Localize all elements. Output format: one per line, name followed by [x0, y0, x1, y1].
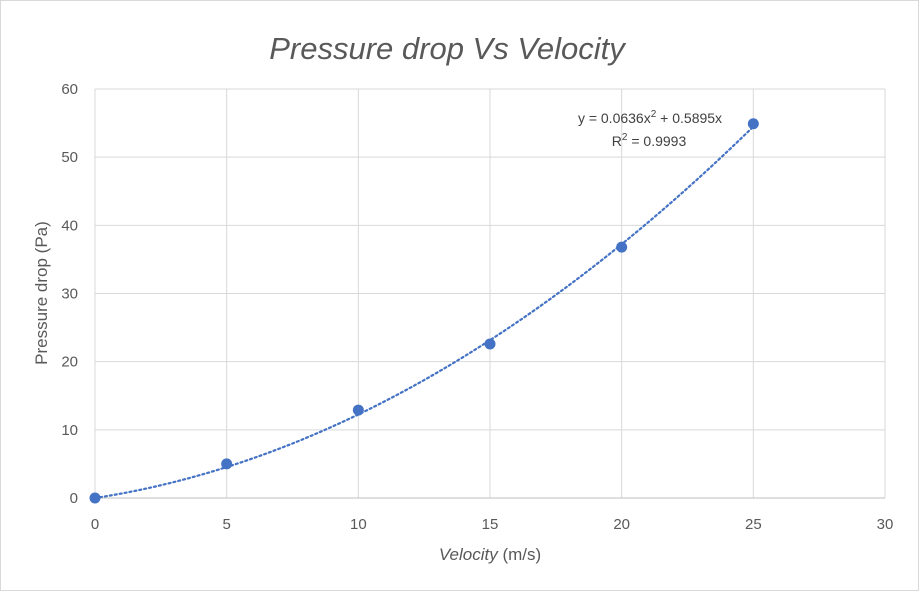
chart-title: Pressure drop Vs Velocity — [269, 31, 627, 66]
x-axis-label-name: Velocity — [439, 545, 499, 564]
gridlines — [94, 88, 886, 498]
y-tick-label: 20 — [61, 354, 78, 371]
y-tick-label: 60 — [61, 81, 78, 98]
trendline-curve — [93, 125, 755, 500]
tick-labels: 0 10 20 30 40 50 60 0 5 10 15 20 25 30 — [61, 81, 893, 533]
data-point — [352, 404, 364, 416]
x-tick-label: 30 — [877, 516, 894, 533]
data-point — [221, 458, 233, 470]
trendline-equation: y = 0.0636x2 + 0.5895x — [578, 109, 722, 126]
x-tick-label: 20 — [613, 516, 630, 533]
y-tick-label: 10 — [61, 422, 78, 439]
r2-part-2: = 0.9993 — [627, 133, 686, 149]
data-point — [484, 338, 496, 350]
y-axis-label: Pressure drop (Pa) — [32, 221, 51, 365]
data-point — [747, 118, 759, 130]
x-axis-label: Velocity (m/s) — [439, 545, 541, 564]
data-point — [89, 492, 101, 504]
y-tick-label: 30 — [61, 286, 78, 303]
r2-part-1: R — [612, 133, 622, 149]
x-tick-label: 5 — [222, 516, 230, 533]
y-tick-label: 0 — [70, 490, 78, 507]
y-tick-label: 50 — [61, 149, 78, 166]
x-axis-label-unit: (m/s) — [498, 545, 541, 564]
data-point — [616, 241, 628, 253]
x-tick-label: 10 — [350, 516, 367, 533]
x-tick-label: 0 — [91, 516, 99, 533]
equation-part-1: y = 0.0636x — [578, 110, 651, 126]
data-points — [89, 118, 759, 504]
equation-superscript: 2 — [651, 109, 657, 120]
r2-superscript: 2 — [622, 132, 628, 143]
equation-part-2: + 0.5895x — [656, 110, 722, 126]
x-tick-label: 15 — [482, 516, 499, 533]
x-tick-label: 25 — [745, 516, 762, 533]
y-tick-label: 40 — [61, 217, 78, 234]
trendline-group — [93, 125, 755, 500]
trendline-r-squared: R2 = 0.9993 — [612, 132, 687, 149]
